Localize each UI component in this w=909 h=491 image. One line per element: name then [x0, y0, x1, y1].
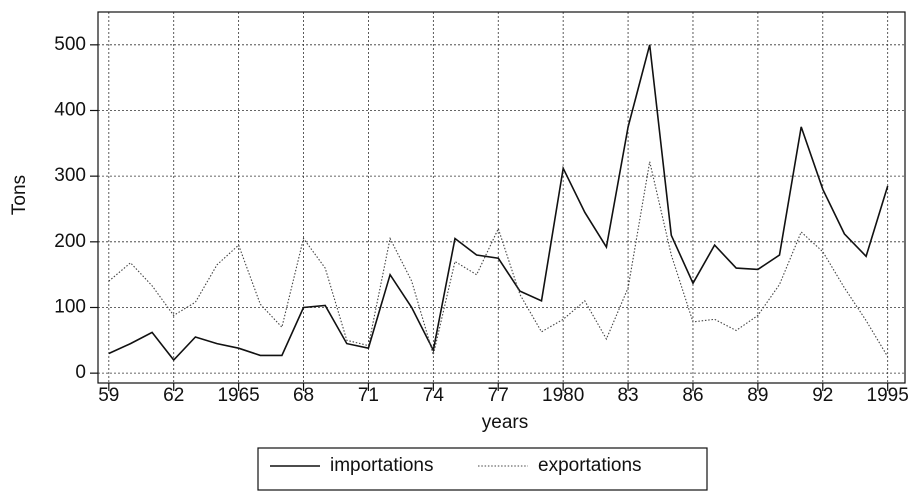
plot-frame	[97, 11, 906, 384]
x-tick-label: 74	[423, 385, 445, 406]
x-tick-label: 89	[747, 385, 768, 406]
legend-label: exportations	[538, 455, 642, 476]
x-tick-label: 68	[293, 385, 314, 406]
y-tick-label: 400	[54, 100, 86, 121]
x-tick-label: 83	[617, 385, 638, 406]
legend-box	[257, 447, 708, 491]
x-tick-label: 1995	[867, 385, 909, 406]
x-tick-label: 1980	[542, 385, 584, 406]
x-tick-label: 86	[682, 385, 703, 406]
series-line	[108, 44, 889, 362]
series-line	[108, 161, 889, 357]
x-tick-label: 77	[488, 385, 509, 406]
y-tick-label: 300	[54, 165, 86, 186]
x-tick-label: 92	[812, 385, 833, 406]
y-tick-label: 500	[54, 34, 86, 55]
x-tick-label: 62	[163, 385, 184, 406]
x-tick-label: 1965	[217, 385, 259, 406]
x-axis-label: years	[482, 412, 528, 433]
y-tick-label: 200	[54, 231, 86, 252]
x-tick-label: 59	[98, 385, 119, 406]
legend-label: importations	[330, 455, 434, 476]
y-tick-label: 0	[75, 362, 86, 383]
x-tick-label: 71	[358, 385, 379, 406]
y-axis-label: Tons	[9, 175, 30, 215]
y-tick-label: 100	[54, 297, 86, 318]
